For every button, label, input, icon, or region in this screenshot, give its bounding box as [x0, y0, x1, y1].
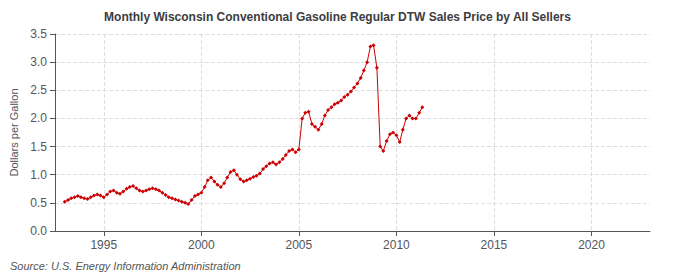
svg-text:2000: 2000 [188, 238, 215, 252]
svg-text:3.0: 3.0 [30, 55, 47, 69]
svg-text:1995: 1995 [90, 238, 117, 252]
svg-text:2010: 2010 [383, 238, 410, 252]
svg-text:1.5: 1.5 [30, 140, 47, 154]
svg-text:2005: 2005 [286, 238, 313, 252]
svg-text:0.0: 0.0 [30, 224, 47, 238]
svg-text:Dollars per Gallon: Dollars per Gallon [8, 88, 20, 176]
svg-text:1.0: 1.0 [30, 168, 47, 182]
svg-text:3.5: 3.5 [30, 27, 47, 41]
svg-text:2.5: 2.5 [30, 83, 47, 97]
svg-text:0.5: 0.5 [30, 196, 47, 210]
svg-text:2020: 2020 [578, 238, 605, 252]
svg-text:2015: 2015 [481, 238, 508, 252]
svg-text:Monthly Wisconsin Conventional: Monthly Wisconsin Conventional Gasoline … [104, 10, 571, 24]
svg-text:Source: U.S. Energy Informatio: Source: U.S. Energy Information Administ… [10, 260, 241, 272]
svg-text:2.0: 2.0 [30, 111, 47, 125]
